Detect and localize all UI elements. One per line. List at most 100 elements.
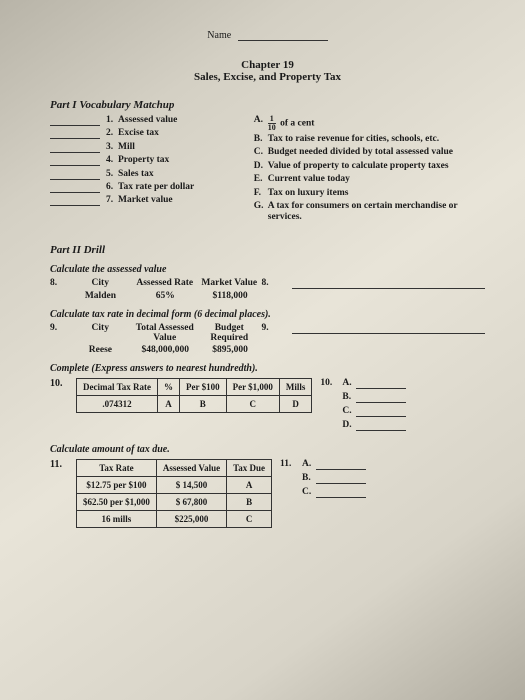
term-row: 2.Excise tax (50, 128, 246, 139)
q10-num: 10. (50, 378, 68, 389)
q10-answers: 10.A. B. C. D. (320, 378, 406, 434)
sec2-head: Calculate tax rate in decimal form (6 de… (50, 309, 485, 320)
q10-td: C (226, 395, 279, 412)
def-text: Value of property to calculate property … (268, 161, 485, 172)
term-blank[interactable] (50, 195, 100, 206)
q10-ans-letter: A. (342, 378, 356, 389)
term-row: 1.Assessed value (50, 115, 246, 126)
term-blank[interactable] (50, 182, 100, 193)
q10-th: Per $100 (180, 378, 227, 395)
term-num: 6. (106, 182, 118, 192)
chapter-title: Sales, Excise, and Property Tax (50, 71, 485, 83)
name-blank[interactable] (238, 40, 328, 41)
term-text: Tax rate per dollar (118, 182, 246, 193)
q10-th: % (158, 378, 180, 395)
sec4-head: Calculate amount of tax due. (50, 444, 485, 455)
q10-th: Decimal Tax Rate (77, 378, 158, 395)
term-row: 3.Mill (50, 142, 246, 153)
q10-ans-letter: B. (342, 392, 356, 403)
q11-td: $62.50 per $1,000 (77, 493, 157, 510)
q8-ans-label: 8. (262, 278, 290, 288)
q11-ans-blank[interactable] (316, 473, 366, 484)
q11-answers: 11.A. B. C. (280, 459, 366, 501)
def-letter: A. (254, 115, 268, 125)
q11-td: $ 67,800 (156, 493, 226, 510)
q9-h3: Budget Required (197, 323, 262, 343)
q8-ans-blank[interactable] (292, 278, 486, 289)
q10-ans-blank[interactable] (356, 406, 406, 417)
sec3-head: Complete (Express answers to nearest hun… (50, 363, 485, 374)
q10-ans-n: 10. (320, 378, 342, 389)
q9-r2: $48,000,000 (133, 345, 198, 355)
q10-td: A (158, 395, 180, 412)
def-letter: G. (254, 201, 268, 211)
part2-heading: Part II Drill (50, 244, 485, 256)
term-text: Mill (118, 142, 246, 153)
q11-th: Tax Due (227, 459, 272, 476)
q9-header: 9. City Total Assessed Value Budget Requ… (50, 323, 485, 343)
q11-ans-letter: B. (302, 473, 316, 484)
def-text: Tax on luxury items (268, 188, 485, 199)
q11-ans-letter: C. (302, 487, 316, 498)
def-text: 110 of a cent (268, 115, 485, 132)
q8-h3: Market Value (197, 278, 262, 288)
q10-ans-blank[interactable] (356, 392, 406, 403)
q11-th: Assessed Value (156, 459, 226, 476)
chapter-number: Chapter 19 (50, 59, 485, 71)
q11-num: 11. (50, 459, 68, 470)
q9-r3: $895,000 (198, 345, 263, 355)
q9-num: 9. (50, 323, 68, 333)
term-num: 7. (106, 195, 118, 205)
term-row: 4.Property tax (50, 155, 246, 166)
term-num: 5. (106, 169, 118, 179)
q11-ans-letter: A. (302, 459, 316, 470)
q10-td: D (279, 395, 312, 412)
def-row: F.Tax on luxury items (254, 188, 485, 199)
q10-td: .074312 (77, 395, 158, 412)
q10-th: Mills (279, 378, 312, 395)
def-text: Tax to raise revenue for cities, schools… (268, 134, 485, 145)
term-text: Sales tax (118, 169, 246, 180)
term-blank[interactable] (50, 142, 100, 153)
q11-table: Tax RateAssessed ValueTax Due$12.75 per … (76, 459, 272, 528)
q9-h1: City (68, 323, 133, 343)
q11-td: B (227, 493, 272, 510)
q10-ans-letter: D. (342, 420, 356, 431)
def-text: Budget needed divided by total assessed … (268, 147, 485, 158)
term-blank[interactable] (50, 115, 100, 126)
q8-r1: Malden (68, 291, 133, 301)
q10-ans-letter: C. (342, 406, 356, 417)
def-row: B.Tax to raise revenue for cities, schoo… (254, 134, 485, 145)
name-line: Name (50, 30, 485, 41)
def-row: A.110 of a cent (254, 115, 485, 132)
def-letter: E. (254, 174, 268, 184)
q8-h1: City (68, 278, 133, 288)
q11-ans-n: 11. (280, 459, 302, 470)
term-blank[interactable] (50, 169, 100, 180)
q10-td: B (180, 395, 227, 412)
def-letter: D. (254, 161, 268, 171)
q8-h2: Assessed Rate (133, 278, 198, 288)
def-row: G.A tax for consumers on certain merchan… (254, 201, 485, 224)
term-row: 6.Tax rate per dollar (50, 182, 246, 193)
q9-r1: Reese (68, 345, 133, 355)
q9-ans-blank[interactable] (292, 323, 486, 334)
term-blank[interactable] (50, 155, 100, 166)
q11-td: A (227, 476, 272, 493)
q11-ans-blank[interactable] (316, 459, 366, 470)
term-text: Market value (118, 195, 246, 206)
term-blank[interactable] (50, 128, 100, 139)
q9-data: Reese $48,000,000 $895,000 (50, 345, 485, 355)
q11-ans-blank[interactable] (316, 487, 366, 498)
defs-column: A.110 of a cent B.Tax to raise revenue fo… (254, 115, 485, 226)
q10-ans-blank[interactable] (356, 378, 406, 389)
worksheet-page: Name Chapter 19 Sales, Excise, and Prope… (0, 0, 525, 548)
q10-wrap: 10. Decimal Tax Rate%Per $100Per $1,000M… (50, 378, 485, 434)
q8-header: 8. City Assessed Rate Market Value 8. (50, 278, 485, 289)
q11-td: $12.75 per $100 (77, 476, 157, 493)
q10-table: Decimal Tax Rate%Per $100Per $1,000Mills… (76, 378, 312, 413)
term-row: 5.Sales tax (50, 169, 246, 180)
def-row: E.Current value today (254, 174, 485, 185)
term-num: 4. (106, 155, 118, 165)
q10-ans-blank[interactable] (356, 420, 406, 431)
